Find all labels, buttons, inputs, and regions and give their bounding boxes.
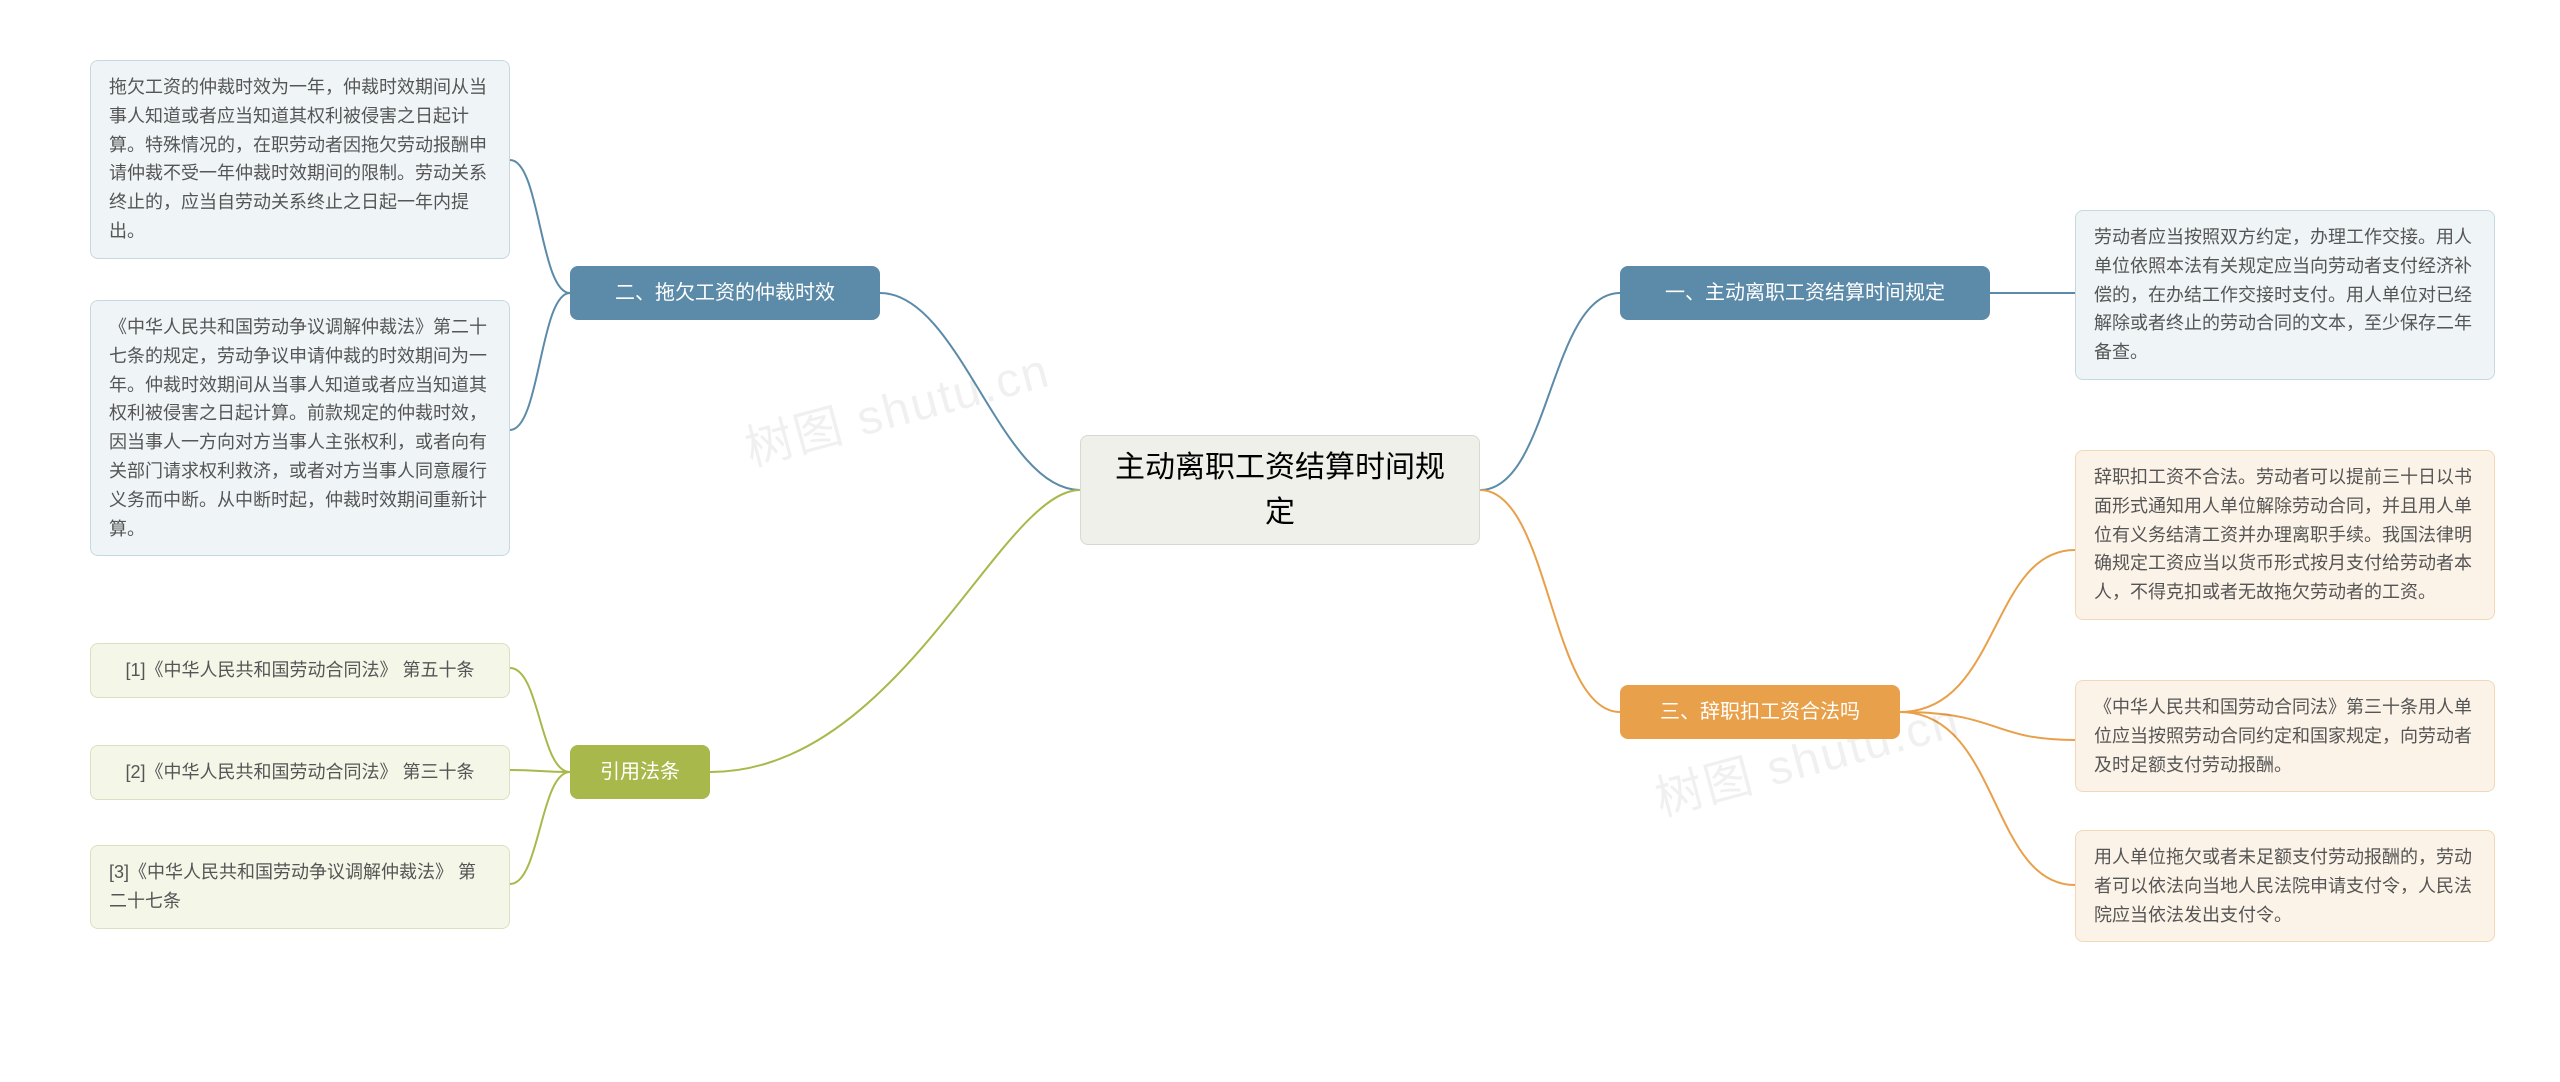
leaf-law-2: [2]《中华人民共和国劳动合同法》 第三十条 [90, 745, 510, 800]
branch-arbitration[interactable]: 二、拖欠工资的仲裁时效 [570, 266, 880, 320]
watermark-1: 树图 shutu.cn [736, 331, 1056, 480]
leaf-resign-3: 用人单位拖欠或者未足额支付劳动报酬的，劳动者可以依法向当地人民法院申请支付令，人… [2075, 830, 2495, 942]
leaf-resign-1: 辞职扣工资不合法。劳动者可以提前三十日以书面形式通知用人单位解除劳动合同，并且用… [2075, 450, 2495, 620]
center-node[interactable]: 主动离职工资结算时间规 定 [1080, 435, 1480, 545]
branch-law-refs[interactable]: 引用法条 [570, 745, 710, 799]
branch-resign-deduct[interactable]: 三、辞职扣工资合法吗 [1620, 685, 1900, 739]
branch-settlement-time[interactable]: 一、主动离职工资结算时间规定 [1620, 266, 1990, 320]
leaf-resign-2: 《中华人民共和国劳动合同法》第三十条用人单位应当按照劳动合同约定和国家规定，向劳… [2075, 680, 2495, 792]
leaf-settlement-1: 劳动者应当按照双方约定，办理工作交接。用人单位依照本法有关规定应当向劳动者支付经… [2075, 210, 2495, 380]
leaf-arbitration-1: 拖欠工资的仲裁时效为一年，仲裁时效期间从当事人知道或者应当知道其权利被侵害之日起… [90, 60, 510, 259]
leaf-law-3: [3]《中华人民共和国劳动争议调解仲裁法》 第二十七条 [90, 845, 510, 929]
leaf-law-1: [1]《中华人民共和国劳动合同法》 第五十条 [90, 643, 510, 698]
leaf-arbitration-2: 《中华人民共和国劳动争议调解仲裁法》第二十七条的规定，劳动争议申请仲裁的时效期间… [90, 300, 510, 556]
